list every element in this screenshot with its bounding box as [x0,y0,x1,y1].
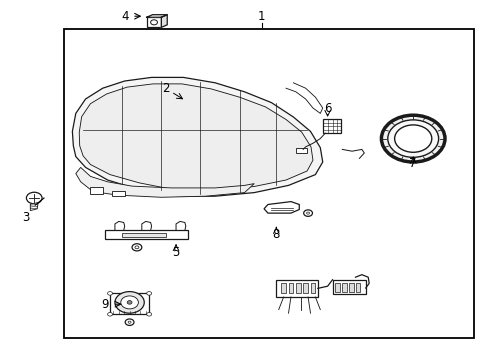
Bar [322,119,341,133]
Circle shape [125,319,134,325]
Circle shape [303,210,312,216]
Circle shape [115,292,144,313]
Bar [112,191,124,196]
Circle shape [150,20,157,25]
Circle shape [128,321,131,323]
Bar [295,148,306,153]
Polygon shape [76,167,254,197]
Circle shape [394,125,431,152]
Bar [295,283,300,293]
Bar [110,293,149,314]
Polygon shape [79,84,312,190]
Bar [341,283,346,292]
Bar [63,29,473,338]
Circle shape [107,292,112,295]
Bar [288,283,293,293]
Bar [334,283,339,292]
Text: 2: 2 [162,82,170,95]
Text: 8: 8 [272,228,280,240]
Polygon shape [30,203,38,211]
Bar [310,283,315,293]
Text: 5: 5 [172,246,180,258]
Circle shape [146,312,151,316]
Bar [281,283,285,293]
Text: 9: 9 [101,298,109,311]
Polygon shape [264,202,299,213]
Circle shape [132,244,142,251]
Text: 1: 1 [257,10,265,23]
Bar [355,283,360,292]
Circle shape [26,192,42,204]
Circle shape [135,246,139,249]
Circle shape [306,212,309,214]
Polygon shape [72,77,322,196]
Text: 6: 6 [323,102,331,114]
Bar [90,187,102,194]
Circle shape [146,292,151,295]
Circle shape [107,312,112,316]
Bar [122,233,166,237]
Polygon shape [161,15,167,27]
Polygon shape [146,15,167,17]
Text: 3: 3 [21,211,29,224]
Circle shape [381,115,444,162]
Bar [303,283,307,293]
Bar [276,280,317,297]
Text: 4: 4 [121,10,128,23]
Circle shape [121,296,138,309]
Circle shape [387,120,438,157]
Bar [105,230,188,239]
Bar [348,283,353,292]
Bar [332,280,365,294]
Circle shape [127,301,132,304]
Bar [146,17,161,27]
Text: 7: 7 [408,157,416,170]
